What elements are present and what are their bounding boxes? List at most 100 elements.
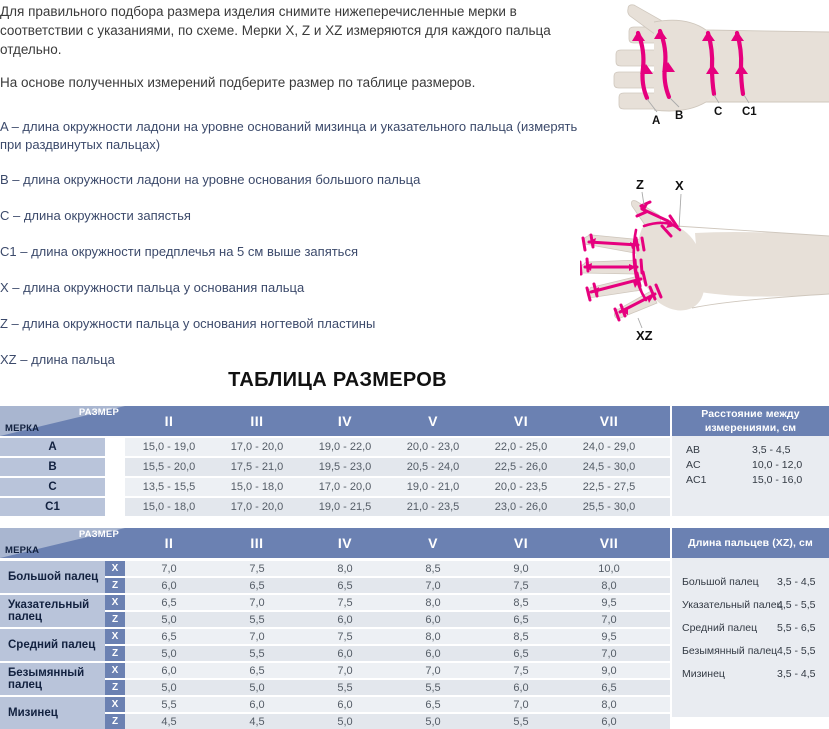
- table2-cell: 6,0: [425, 647, 441, 660]
- table2-cell: 5,0: [161, 613, 177, 626]
- side-row-value: 10,0 - 12,0: [752, 459, 803, 471]
- table2-cell: 8,5: [425, 562, 441, 575]
- table2-sub-z: Z: [105, 680, 125, 695]
- table2-corner-header: РАЗМЕР МЕРКА: [0, 528, 125, 558]
- definition-c: C – длина окружности запястья: [0, 208, 191, 223]
- table2-cell: 7,5: [337, 630, 353, 643]
- table2-cell: 7,0: [601, 613, 617, 626]
- table2-cell: 5,5: [249, 647, 265, 660]
- table2-cell: 4,5: [249, 715, 265, 728]
- table2-cell: 5,0: [249, 681, 265, 694]
- table2-cell: 5,0: [161, 681, 177, 694]
- table2-size-iv: IV: [337, 535, 353, 551]
- side-row-value: 15,0 - 16,0: [752, 474, 803, 486]
- table1-row-label-c1: C1: [0, 498, 105, 516]
- table1-cell: 17,0 - 20,0: [318, 481, 372, 493]
- table1-cell: 15,5 - 20,0: [142, 461, 196, 473]
- hand-diagram-xz-icon: Z X XZ: [580, 177, 829, 343]
- table1-cell: 24,0 - 29,0: [582, 441, 636, 453]
- corner-measure-label: МЕРКА: [5, 423, 40, 434]
- table2-cell: 7,0: [425, 664, 441, 677]
- definition-c1: C1 – длина окружности предплечья на 5 см…: [0, 244, 358, 259]
- table1-size-ii: II: [164, 413, 174, 429]
- table1-cell: 19,0 - 21,0: [406, 481, 460, 493]
- table2-cell: 5,5: [337, 681, 353, 694]
- table1-cell: 21,0 - 23,5: [406, 501, 460, 513]
- table2-cell: 7,5: [513, 664, 529, 677]
- corner-measure-label: МЕРКА: [5, 545, 40, 556]
- table2-cell: 7,0: [425, 579, 441, 592]
- table2-cell: 6,5: [337, 579, 353, 592]
- table2-cell: 6,5: [161, 630, 177, 643]
- table2-cell: 6,5: [249, 579, 265, 592]
- table2-size-vii: VII: [599, 535, 619, 551]
- side-panel-finger-length: Длина пальцев (XZ), см Большой палец 3,5…: [672, 528, 829, 717]
- table2-cell: 9,5: [601, 596, 617, 609]
- table2-cell: 6,5: [425, 698, 441, 711]
- table2-cell: 5,5: [425, 681, 441, 694]
- hand-shape-2: [580, 200, 829, 320]
- table1-size-iv: IV: [337, 413, 353, 429]
- definition-z: Z – длина окружности пальца у основания …: [0, 316, 376, 331]
- table2-cell: 7,5: [513, 579, 529, 592]
- table2-group-label: Мизинец: [0, 697, 105, 729]
- table2-cell: 5,5: [513, 715, 529, 728]
- table2-cell: 10,0: [598, 562, 620, 575]
- side-row-value: 5,5 - 6,5: [777, 622, 816, 634]
- side-row-value: 3,5 - 4,5: [752, 444, 791, 456]
- table2-size-v: V: [428, 535, 438, 551]
- side-row-value: 3,5 - 4,5: [777, 576, 816, 588]
- table2-sub-x: X: [105, 561, 125, 576]
- side-row-key: Безымянный палец: [682, 645, 778, 657]
- side-row-key: Большой палец: [682, 576, 759, 588]
- table2-cell: 5,5: [249, 613, 265, 626]
- table2-cell: 9,0: [513, 562, 529, 575]
- table1-cell: 20,5 - 24,0: [406, 461, 460, 473]
- table1-cell: 15,0 - 18,0: [142, 501, 196, 513]
- table2-sub-x: X: [105, 697, 125, 712]
- table2-cell: 5,5: [161, 698, 177, 711]
- table1-size-vii: VII: [599, 413, 619, 429]
- table2-sub-x: X: [105, 663, 125, 678]
- hand-diagram-abc-icon: A B C C1: [613, 4, 829, 127]
- table1-cell: 15,0 - 19,0: [142, 441, 196, 453]
- side-row-key: AC: [686, 459, 701, 471]
- table2-cell: 6,0: [337, 698, 353, 711]
- table2-cell: 7,5: [249, 562, 265, 575]
- table2-cell: 6,0: [601, 715, 617, 728]
- table2-cell: 7,0: [161, 562, 177, 575]
- table1-cell: 19,5 - 23,0: [318, 461, 372, 473]
- table2-sub-x: X: [105, 629, 125, 644]
- table2-size-ii: II: [164, 535, 174, 551]
- table2-cell: 5,0: [337, 715, 353, 728]
- size-table-fingers: РАЗМЕР МЕРКА II III IV V VI VII Большой …: [0, 528, 670, 729]
- intro-text: Для правильного подбора размера изделия …: [0, 2, 576, 106]
- corner-diagonal: [0, 406, 125, 436]
- table2-row-band: [125, 646, 670, 661]
- label-xz: XZ: [636, 328, 653, 343]
- measure-arrowheads-1: [632, 29, 748, 74]
- measurement-definitions: A – длина окружности ладони на уровне ос…: [0, 118, 580, 387]
- measure-arrows-2: [580, 200, 682, 322]
- label-c1: C1: [742, 106, 757, 118]
- table2-cell: 7,0: [337, 664, 353, 677]
- table2-cell: 4,5: [161, 715, 177, 728]
- table2-cell: 6,5: [249, 664, 265, 677]
- table1-row-band: [125, 498, 670, 516]
- table2-cell: 8,0: [601, 698, 617, 711]
- table2-cell: 6,0: [513, 681, 529, 694]
- label-z: Z: [636, 177, 644, 192]
- table2-size-vi: VI: [513, 535, 529, 551]
- table2-cell: 6,0: [161, 579, 177, 592]
- table2-cell: 7,0: [249, 596, 265, 609]
- definition-x: X – длина окружности пальца у основания …: [0, 280, 305, 295]
- table2-cell: 6,5: [161, 596, 177, 609]
- table2-group-label: Средний палец: [0, 629, 105, 661]
- intro-paragraph-1: Для правильного подбора размера изделия …: [0, 4, 551, 57]
- table2-size-iii: III: [250, 535, 264, 551]
- table2-sub-z: Z: [105, 612, 125, 627]
- corner-size-label: РАЗМЕР: [78, 407, 119, 418]
- corner-size-label: РАЗМЕР: [78, 529, 119, 540]
- table1-size-vi: VI: [513, 413, 529, 429]
- table1-cell: 15,0 - 18,0: [230, 481, 284, 493]
